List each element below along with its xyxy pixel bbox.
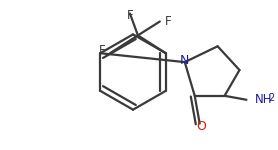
Text: N: N xyxy=(180,54,190,67)
Text: NH: NH xyxy=(254,93,272,106)
Text: F: F xyxy=(127,9,133,22)
Text: 2: 2 xyxy=(268,93,275,103)
Text: O: O xyxy=(197,120,207,134)
Text: F: F xyxy=(165,15,172,28)
Text: F: F xyxy=(98,44,105,57)
